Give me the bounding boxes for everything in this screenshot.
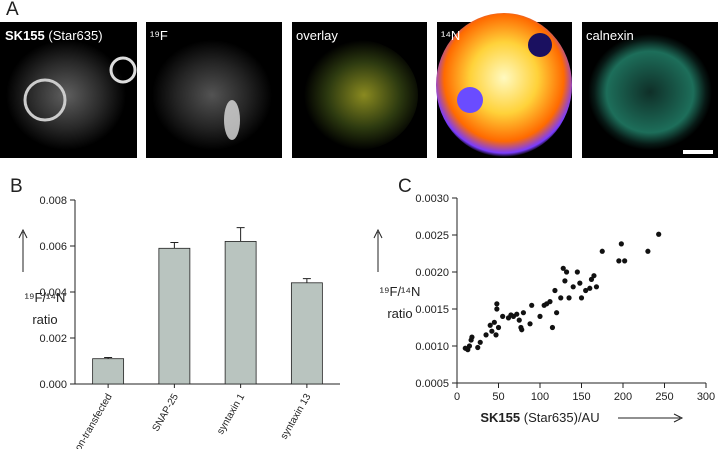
y-tick-label: 0.004 [39,287,67,299]
y-tick-label: 0.0020 [415,267,449,279]
point [466,343,473,349]
panel-label: A [6,0,19,20]
y-tick-label: 0.006 [39,241,67,253]
error-bar [302,278,311,283]
error-bar [170,242,179,249]
point [494,301,500,307]
point [516,317,522,323]
x-tick-label: 200 [614,391,632,403]
y-tick-label: 0.0015 [415,304,449,316]
x-tick-label: 250 [655,391,673,403]
point [583,287,589,294]
point [477,339,483,345]
x-tick-label: syntaxin 1 [215,392,247,437]
x-tick-label: 300 [697,391,715,403]
x-tick-label: non-transfected [70,392,114,449]
point [570,284,576,290]
x-tick-label: 0 [454,391,460,403]
y-tick-label: 0.000 [39,379,67,391]
point [520,310,527,316]
point [593,284,600,290]
point [514,311,520,317]
y-tick-label: 0.0025 [415,230,449,242]
point [483,332,489,338]
bar [158,247,191,385]
arrow [373,228,383,272]
bar [290,282,323,385]
micrograph [436,13,572,158]
point [591,273,597,279]
point [552,287,558,294]
panel-label: C [398,176,412,197]
point [487,322,493,328]
x-tick-label: 150 [572,391,590,403]
point [519,327,525,333]
point [599,248,605,254]
micrograph [0,22,137,158]
point [489,328,495,334]
point [529,302,535,308]
micrograph [292,22,427,158]
point [494,306,500,312]
point [537,313,543,319]
point [618,241,624,247]
point [578,295,585,301]
y-tick-label: 0.008 [39,195,67,207]
error-bar [236,227,245,242]
micrograph [146,22,282,158]
arrow [18,228,28,272]
micrograph [582,22,718,158]
point [588,276,595,282]
image-caption: calnexin [586,28,634,43]
x-tick-label: syntaxin 13 [279,392,314,442]
y-tick-label: 0.0005 [415,378,449,390]
point [554,310,560,316]
point [558,295,564,301]
point [645,248,651,254]
point [547,299,553,305]
x-tick-label: 50 [492,391,504,403]
point [574,269,580,275]
point [566,295,572,301]
panel-label: B [10,176,23,197]
point [527,321,533,327]
y-axis-label: ¹⁹F/¹⁴N [380,284,421,299]
bar [224,240,257,385]
image-caption: SK155 (Star635) [5,28,103,43]
y-tick-label: 0.0030 [415,193,449,205]
x-tick-label: SNAP-25 [151,392,182,434]
image-caption: ¹⁹F [150,28,168,43]
point [622,258,628,264]
y-axis-label: ratio [387,306,412,321]
error-bar [104,357,113,359]
image-caption: ¹⁴N [441,28,460,43]
y-axis-label: ratio [32,312,57,327]
point [656,231,662,237]
arrow [618,413,684,423]
x-tick-label: 100 [531,391,549,403]
y-tick-label: 0.002 [39,333,67,345]
point [577,280,583,286]
point [560,265,566,271]
point [500,313,506,319]
point [549,324,556,331]
point [469,334,475,340]
y-axis-label: ¹⁹F/¹⁴N [25,290,66,305]
bar [92,358,125,385]
y-tick-label: 0.0010 [415,341,449,353]
point [495,324,502,331]
point [563,269,570,275]
point [587,285,593,291]
point [616,258,622,264]
point [562,278,568,284]
x-axis-label: SK155 (Star635)/AU [480,410,599,425]
point [493,332,499,338]
point [491,319,497,325]
image-caption: overlay [296,28,338,43]
point [475,344,481,351]
